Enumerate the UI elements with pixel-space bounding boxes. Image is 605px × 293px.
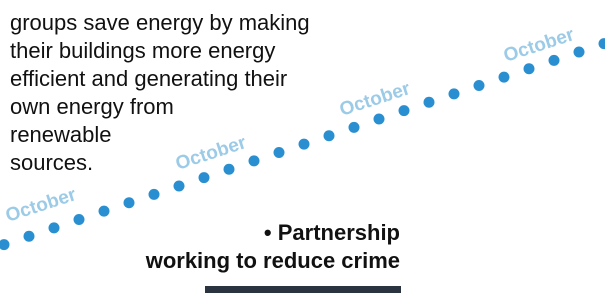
dot (299, 139, 310, 150)
body-line: groups save energy by making (10, 10, 310, 35)
dot (499, 72, 510, 83)
body-line: sources. (10, 150, 93, 175)
watermark: October (501, 24, 577, 67)
watermark: October (173, 132, 249, 175)
dot (424, 97, 435, 108)
dot (124, 197, 135, 208)
body-line: efficient and generating their (10, 66, 287, 91)
dot (149, 189, 160, 200)
watermark: October (3, 184, 79, 227)
dot (374, 114, 385, 125)
heading: • Partnership (264, 220, 400, 245)
body-line: own energy from (10, 94, 174, 119)
dot (24, 231, 35, 242)
page: groups save energy by making their build… (0, 0, 605, 293)
dot (399, 105, 410, 116)
dot (599, 38, 605, 49)
body-line: renewable (10, 122, 112, 147)
dot (274, 147, 285, 158)
dot (474, 80, 485, 91)
dot (49, 222, 60, 233)
dot (574, 47, 585, 58)
dot (449, 88, 460, 99)
dot (199, 172, 210, 183)
document: groups save energy by making their build… (0, 0, 605, 293)
dot (74, 214, 85, 225)
dot (524, 63, 535, 74)
dot (99, 206, 110, 217)
dot (549, 55, 560, 66)
dot (249, 155, 260, 166)
dot (349, 122, 360, 133)
dot (0, 239, 10, 250)
dot (174, 181, 185, 192)
photo (205, 286, 401, 293)
body-line: their buildings more energy (10, 38, 275, 63)
dot (224, 164, 235, 175)
dot (324, 130, 335, 141)
heading: working to reduce crime (145, 248, 400, 273)
